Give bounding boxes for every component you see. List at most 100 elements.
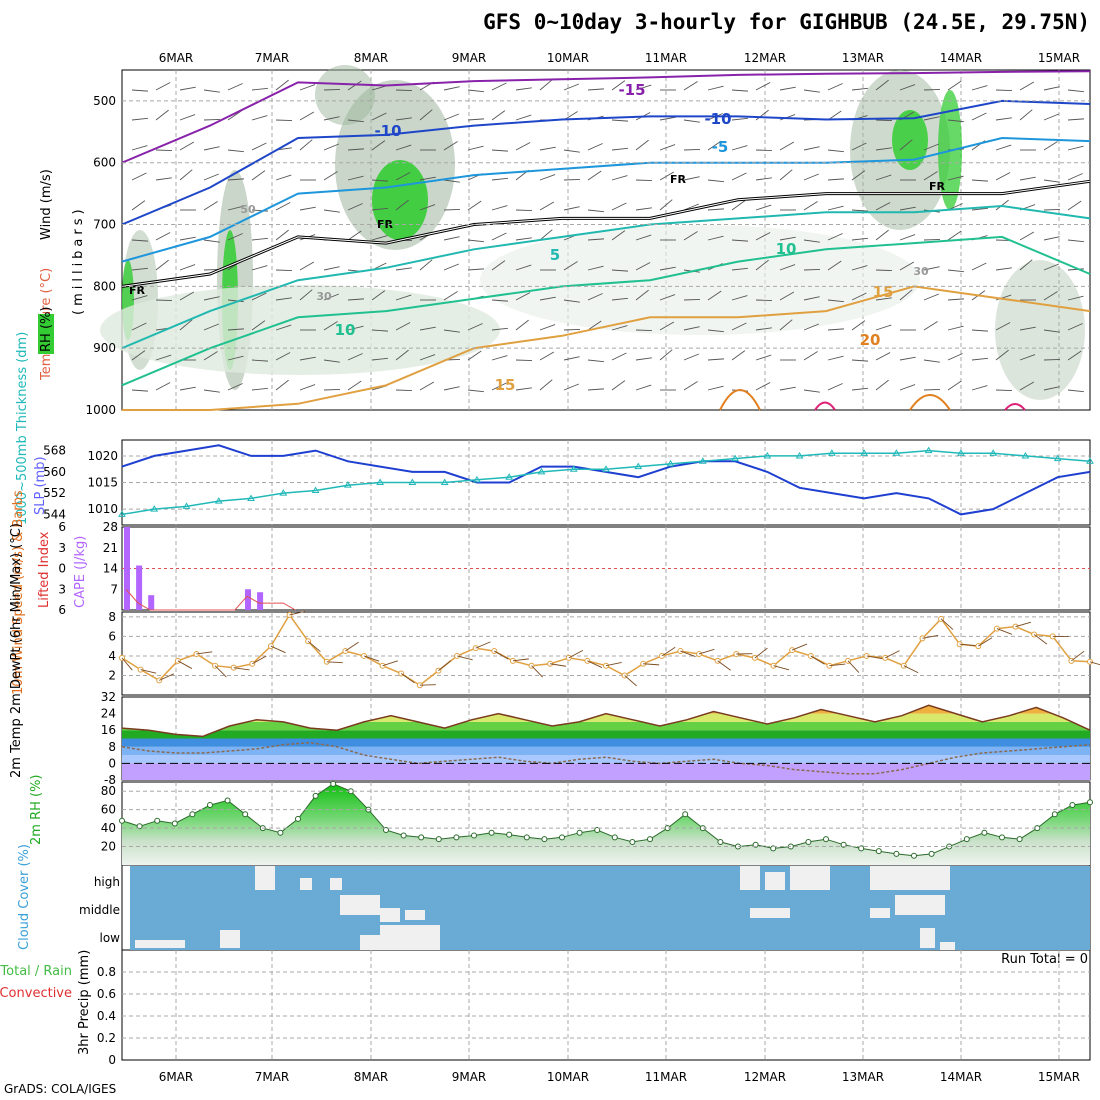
wind-barb: [227, 383, 243, 391]
wind-barb: [347, 80, 362, 91]
wind-barb: [419, 381, 435, 391]
wind-barb: [347, 175, 364, 181]
wind-barb: [923, 293, 940, 301]
wind-barb: [1043, 86, 1060, 91]
wind-barb: [803, 351, 818, 361]
precip-tick: 0.8: [97, 965, 116, 979]
wind-barb: [179, 319, 193, 331]
wind-barb: [203, 201, 218, 211]
rh-tick: 40: [101, 821, 116, 835]
wind-barb: [875, 229, 889, 241]
wind-barb: [179, 264, 196, 271]
thickness-line: [121, 449, 1091, 516]
wind-barb: [635, 139, 649, 151]
wind-barb: [563, 149, 580, 153]
wind-barb: [947, 80, 962, 91]
freezing-level-line-inner: [121, 180, 1091, 287]
wind-tick: 2: [108, 668, 116, 682]
thickness-marker: [634, 462, 643, 470]
rh-marker: [1016, 836, 1023, 843]
wind-barb: [1067, 350, 1082, 361]
wind-barb: [827, 205, 844, 211]
thickness-marker: [795, 451, 804, 459]
millibars-label-group: (millibars): [71, 205, 86, 315]
wind-barb: [851, 87, 868, 91]
wind-barb-10m: [382, 660, 398, 667]
wind-barb-10m: [959, 643, 976, 647]
wind-barb: [659, 116, 676, 121]
wind-barb: [851, 292, 867, 301]
wind-barb: [539, 296, 556, 301]
wind-barb: [1043, 358, 1061, 361]
cape-bar: [136, 565, 143, 610]
date-label-bottom: 6MAR: [159, 1070, 194, 1084]
wind-barb: [611, 147, 628, 151]
wind-barb: [1067, 145, 1084, 151]
wind-barb: [875, 297, 892, 301]
wind-barb: [563, 328, 581, 331]
wind-barb-10m: [605, 661, 622, 667]
date-label-top: 9MAR: [452, 51, 487, 65]
wind-barb: [203, 89, 220, 93]
date-label-top: 8MAR: [354, 51, 389, 65]
wind-barb: [947, 353, 963, 361]
wind-barb: [299, 289, 313, 301]
wind-barb: [587, 238, 604, 241]
wind-barb-10m: [978, 637, 993, 647]
wind-barb: [851, 209, 868, 212]
wind-barb: [515, 292, 531, 301]
contour-label: 15: [873, 283, 894, 301]
thickness-marker: [279, 489, 288, 496]
wind-barb: [779, 141, 795, 151]
wind-barb-10m: [587, 660, 603, 668]
pressure-tick: 900: [93, 341, 116, 355]
wind-barb-10m: [252, 655, 267, 665]
wind-barb: [779, 386, 796, 391]
wind-barb: [323, 171, 338, 181]
wind-barb: [155, 259, 169, 271]
contour-label: -10: [704, 110, 731, 128]
wind-barb: [299, 111, 315, 121]
cloud-block: [380, 925, 440, 950]
wind-tick: 6: [108, 629, 116, 643]
wind-barb: [203, 146, 220, 151]
rh-marker: [594, 826, 601, 833]
wind-barb: [395, 117, 412, 121]
wind-barb: [227, 83, 243, 91]
rh-marker: [119, 817, 125, 824]
wind-barb: [155, 109, 169, 121]
wind-barb: [1043, 386, 1060, 391]
isotherm-line: [121, 99, 1091, 226]
wind-barb: [803, 268, 821, 271]
wind-barb: [395, 389, 413, 392]
rh-tick: 60: [101, 803, 116, 817]
wind-tick: 4: [108, 649, 116, 663]
cape-ylabel: CAPE (J/kg): [73, 536, 88, 608]
wind-barb-10m: [400, 673, 415, 684]
wind-barb: [131, 267, 148, 271]
cape-tick: 14: [103, 562, 118, 576]
wind-barb-10m: [456, 655, 473, 661]
wind-barb: [635, 357, 652, 361]
thickness-marker: [892, 449, 901, 456]
wind-barb: [971, 385, 988, 391]
contour-label: 10: [335, 321, 356, 339]
wind-barb: [851, 265, 868, 271]
slp-tick: 1010: [87, 502, 118, 516]
thickness-marker: [827, 449, 836, 456]
date-label-top: 15MAR: [1038, 51, 1080, 65]
temp-band: [122, 746, 1090, 756]
wind-barb: [251, 387, 268, 391]
wind-barb: [683, 298, 701, 301]
wind-barb: [923, 171, 938, 181]
rh-marker: [312, 792, 319, 799]
rh-marker: [418, 834, 425, 841]
wind-barb: [131, 172, 147, 181]
wind-barb: [875, 269, 893, 272]
wind-barb-10m: [345, 641, 359, 652]
rh-marker: [559, 834, 565, 841]
cloud-ylabel-group: Cloud Cover (%): [17, 844, 32, 950]
wind-barb: [275, 352, 291, 361]
wind10m-ylabel: 10m Wind Speed (m/s) & Barbs: [11, 490, 26, 695]
